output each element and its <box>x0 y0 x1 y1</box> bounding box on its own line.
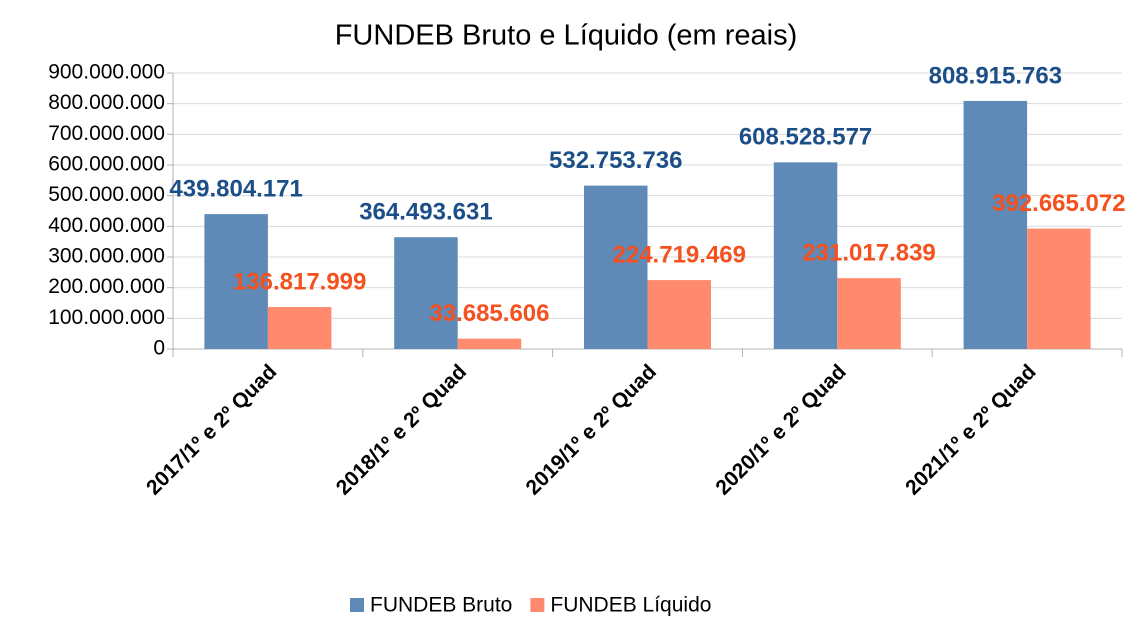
legend-label: FUNDEB Bruto <box>370 594 512 617</box>
bar <box>204 214 268 349</box>
bar <box>394 237 458 349</box>
value-label: 136.817.999 <box>233 268 366 295</box>
x-tick-label: 2021/1º e 2º Quad <box>901 360 1040 499</box>
chart-title: FUNDEB Bruto e Líquido (em reais) <box>335 20 798 52</box>
value-label: 808.915.763 <box>929 62 1062 89</box>
y-tick-label: 0 <box>153 337 165 360</box>
value-label: 33.685.606 <box>429 300 549 327</box>
y-tick-label: 400.000.000 <box>48 214 165 237</box>
y-tick-label: 100.000.000 <box>48 306 165 329</box>
y-tick-label: 300.000.000 <box>48 245 165 268</box>
value-label: 224.719.469 <box>613 241 746 268</box>
bar <box>584 185 648 349</box>
value-label: 364.493.631 <box>359 199 492 226</box>
x-tick-label: 2020/1º e 2º Quad <box>711 360 850 499</box>
x-tick-label: 2019/1º e 2º Quad <box>522 360 661 499</box>
legend-swatch <box>350 598 364 612</box>
legend-label: FUNDEB Líquido <box>550 594 711 617</box>
value-label: 608.528.577 <box>739 124 872 151</box>
bar <box>837 278 901 349</box>
y-tick-label: 700.000.000 <box>48 122 165 145</box>
y-tick-label: 200.000.000 <box>48 275 165 298</box>
y-tick-label: 600.000.000 <box>48 153 165 176</box>
value-label: 439.804.171 <box>169 175 302 202</box>
value-label: 532.753.736 <box>549 147 682 174</box>
bar <box>647 280 711 349</box>
y-tick-label: 900.000.000 <box>48 61 165 84</box>
bar <box>963 100 1028 350</box>
x-tick-label: 2017/1º e 2º Quad <box>142 360 281 499</box>
bar <box>457 338 522 349</box>
bar <box>267 307 332 349</box>
legend-swatch <box>530 598 545 612</box>
x-tick-label: 2018/1º e 2º Quad <box>332 360 471 499</box>
y-tick-label: 800.000.000 <box>48 91 165 114</box>
y-tick-label: 500.000.000 <box>48 183 165 206</box>
value-label: 231.017.839 <box>802 239 935 266</box>
bar <box>773 162 838 349</box>
value-label: 392.665.072 <box>992 190 1125 217</box>
bar <box>1027 228 1091 349</box>
